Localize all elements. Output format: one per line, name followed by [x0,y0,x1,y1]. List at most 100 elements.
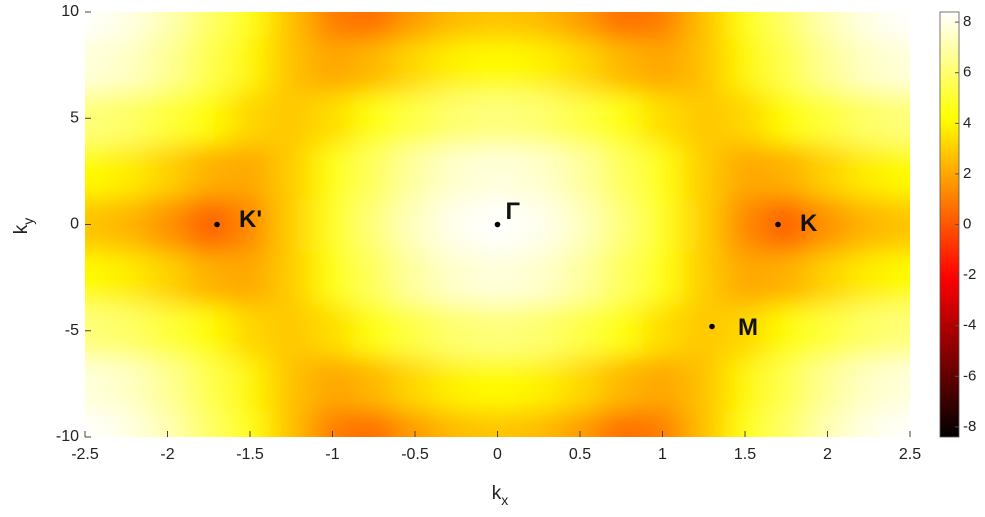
point-label: K [800,210,818,237]
heat-cell [806,357,849,411]
x-axis-label: kx [492,483,509,508]
heat-cell [146,304,189,358]
heat-cell [229,251,272,305]
heat-cell [229,357,272,411]
heat-cell [889,38,910,93]
colorbar-tick-label: 6 [963,64,971,81]
heat-cell [435,144,478,199]
heat-cell [188,38,230,93]
heat-cell [518,251,560,305]
colorbar-tick-label: -6 [963,367,976,384]
heat-cell [435,197,478,252]
heat-cell [188,12,230,40]
heat-cell [270,357,313,411]
heat-cell [353,38,395,93]
heat-cell [765,12,808,40]
heat-cell [806,12,849,40]
heat-cell [270,410,313,437]
heat-cell [848,357,890,411]
heat-cell [600,251,643,305]
heat-cell [105,410,148,437]
heat-cell [188,91,230,146]
heat-cell [848,144,890,199]
heat-cell [600,38,643,93]
heat-cell [600,144,643,199]
heat-cell [765,304,808,358]
heat-cell [188,144,230,199]
heat-cell [146,357,189,411]
heat-cell [311,91,354,146]
heat-cell [270,91,313,146]
colorbar-tick-label: 4 [963,114,971,131]
heat-cell [641,91,684,146]
point-marker [775,221,781,228]
heat-cell [683,12,725,40]
point-label: M [738,314,758,341]
x-tick-label: -2.5 [71,446,99,463]
heat-cell [600,91,643,146]
heat-cell [600,12,643,40]
y-axis-label: ky [11,218,36,235]
heat-cell [353,410,395,437]
heat-cell [85,357,107,411]
heat-cell [683,144,725,199]
heat-cell [229,91,272,146]
point-marker [494,221,501,228]
heat-cell [518,38,560,93]
heat-cell [229,38,272,93]
heat-cell [476,38,519,93]
heat-cell [435,357,478,411]
heat-cell [435,410,478,437]
heat-cell [724,197,767,252]
x-tick-label: 0.5 [569,446,591,463]
heat-cell [105,304,148,358]
heat-cell [353,251,395,305]
heat-cell [641,304,684,358]
x-tick-label: 0 [493,446,502,463]
x-label-sub: x [501,492,508,508]
heat-cell [146,12,189,40]
heat-cell [476,304,519,358]
heat-cell [765,357,808,411]
x-tick-label: 2.5 [899,446,921,463]
y-label-main: k [11,224,32,234]
heat-cell [518,410,560,437]
heat-cell [146,144,189,199]
heat-cell [105,38,148,93]
heat-cell [765,251,808,305]
point-marker [214,221,220,228]
heat-cell [806,38,849,93]
heat-cell [889,144,910,199]
heat-cell [229,144,272,199]
colorbar-tick-label: -2 [963,266,976,283]
colorbar-tick-label: 8 [963,13,971,30]
heat-cell [105,251,148,305]
point-label: Γ [506,198,521,225]
heat-cell [188,410,230,437]
plot-area [85,12,910,437]
heat-cell [889,304,910,358]
heat-cell [476,144,519,199]
y-tick-label: -5 [65,322,79,339]
heat-cell [518,197,560,252]
heat-cell [683,251,725,305]
heat-cell [270,144,313,199]
heat-cell [311,304,354,358]
heat-cell [394,197,437,252]
heat-cell [683,410,725,437]
heat-cell [518,144,560,199]
heat-cell [105,197,148,252]
x-tick-label: -1.5 [236,446,264,463]
heat-cell [765,144,808,199]
heat-cell [559,304,602,358]
heat-cell [435,251,478,305]
heat-cell [394,144,437,199]
heat-cell [518,91,560,146]
heat-cell [270,251,313,305]
heat-cell [394,304,437,358]
point-marker [709,323,715,330]
heat-cell [683,91,725,146]
x-tick-label: -2 [160,446,174,463]
